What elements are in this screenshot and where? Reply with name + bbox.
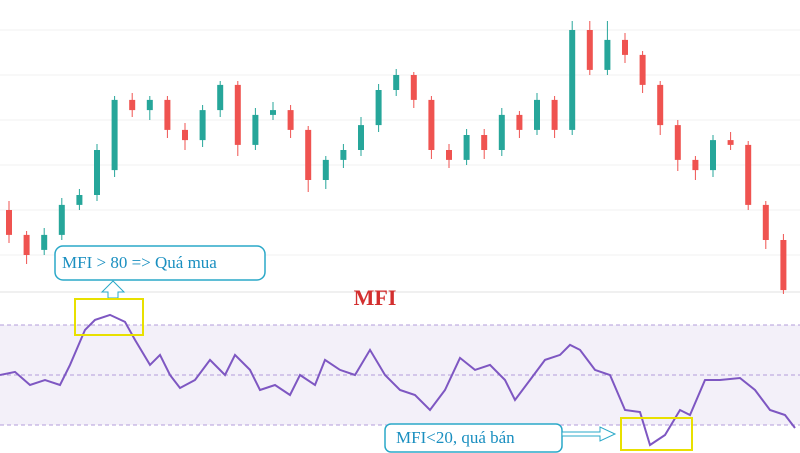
candle-body: [129, 99, 136, 111]
mfi-title: MFI: [354, 285, 397, 310]
callout-text: MFI<20, quá bán: [396, 428, 515, 447]
candle-body: [727, 140, 734, 145]
highlight-box: [620, 417, 693, 451]
candle-body: [358, 125, 364, 150]
candle-body: [534, 99, 540, 130]
candle-body: [199, 110, 206, 141]
candle-body: [393, 75, 400, 90]
candle-body: [23, 234, 30, 255]
arrow-up: [100, 280, 126, 299]
candle-body: [639, 54, 646, 85]
candle-body: [692, 159, 699, 171]
candle-body: [375, 90, 382, 126]
candle-body: [287, 110, 294, 130]
candle-body: [305, 129, 312, 180]
candle-body: [762, 204, 769, 240]
candle-body: [76, 195, 83, 205]
candle-body: [322, 159, 329, 180]
candle-body: [164, 99, 171, 130]
candle-body: [569, 30, 576, 130]
callout-box: [384, 423, 563, 453]
candle-body: [622, 39, 628, 55]
candle-body: [516, 114, 523, 130]
candle-body: [94, 150, 100, 195]
candle-body: [463, 135, 470, 160]
candle-body: [446, 150, 452, 160]
arrow-right: [561, 426, 617, 442]
candle-body: [657, 84, 664, 126]
candle-body: [146, 99, 153, 111]
candle-body: [780, 240, 787, 291]
candle-body: [340, 150, 347, 160]
candle-body: [41, 234, 48, 250]
candle-body: [111, 99, 118, 171]
mfi-pane: [0, 313, 800, 447]
candle-body: [674, 125, 681, 160]
candle-body: [270, 110, 276, 115]
highlight-box: [74, 298, 144, 336]
candle-body: [745, 144, 752, 205]
candle-body: [604, 39, 611, 70]
candle-body: [498, 114, 505, 150]
candle-body: [428, 99, 435, 150]
candle-body: [710, 140, 716, 171]
candle-body: [481, 135, 488, 150]
price-pane: [6, 21, 787, 294]
candle-body: [410, 75, 417, 100]
candle-body: [551, 99, 558, 130]
candle-body: [58, 204, 65, 235]
callout-text: MFI > 80 => Quá mua: [62, 253, 217, 272]
candle-body: [252, 114, 259, 145]
mfi-line: [0, 313, 796, 447]
candle-body: [6, 210, 12, 235]
candle-body: [217, 84, 224, 111]
candle-body: [234, 84, 241, 145]
candle-body: [182, 129, 188, 141]
candle-body: [586, 30, 593, 70]
callout-box: [54, 245, 266, 281]
